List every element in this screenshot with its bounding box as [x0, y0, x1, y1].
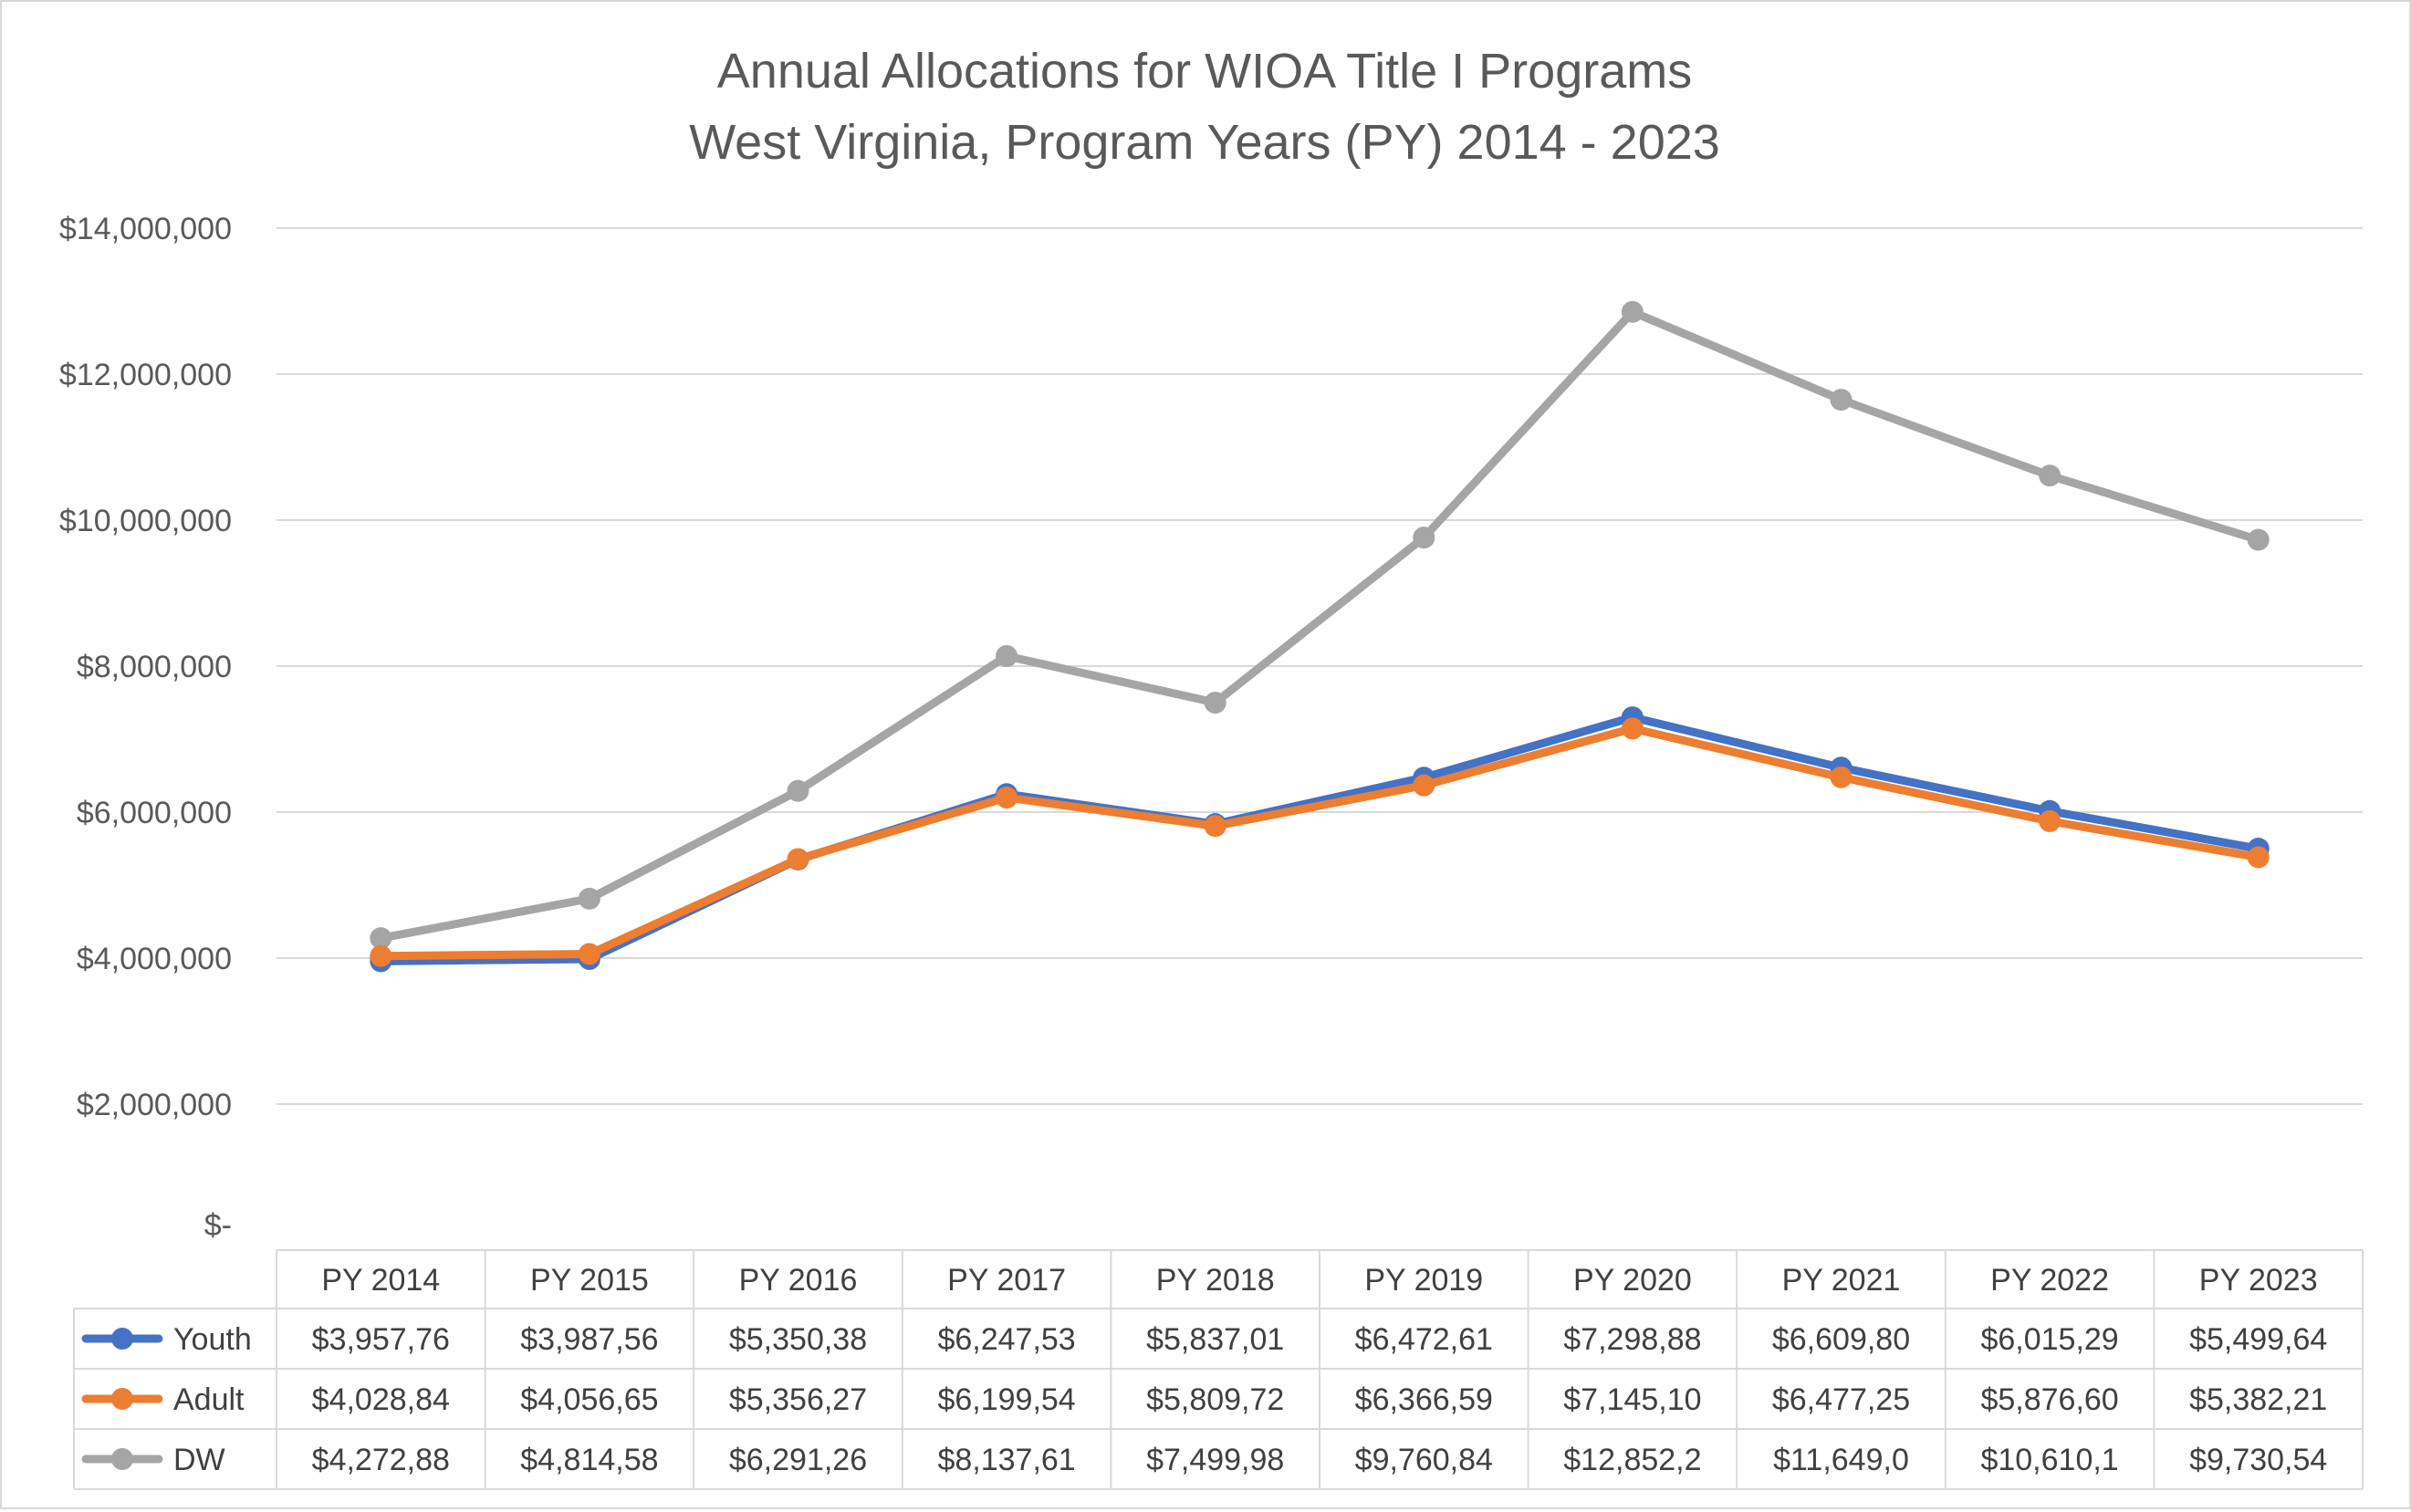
table-value-cell: $4,272,88	[312, 1443, 450, 1477]
table-value-cell: $6,291,26	[729, 1443, 867, 1477]
data-point-adult	[1621, 717, 1644, 740]
chart-title: Annual Allocations for WIOA Title I Prog…	[717, 44, 1692, 99]
gridlines	[277, 227, 2363, 1105]
data-point-dw	[2247, 528, 2270, 551]
legend-label: DW	[173, 1443, 225, 1477]
y-axis-tick-labels: $- $2,000,000 $4,000,000 $6,000,000 $8,000,0…	[59, 212, 232, 1243]
table-header-cell: PY 2021	[1782, 1263, 1901, 1298]
table-value-cell: $5,809,72	[1146, 1382, 1284, 1417]
table-value-cell: $10,610,1	[1980, 1443, 2118, 1477]
legend-label: Youth	[173, 1322, 252, 1357]
table-value-cell: $6,247,53	[937, 1322, 1075, 1357]
table-header-cell: PY 2018	[1156, 1263, 1275, 1298]
table-header-cell: PY 2017	[947, 1263, 1066, 1298]
table-value-cell: $5,499,64	[2189, 1322, 2327, 1357]
table-value-cell: $6,609,80	[1772, 1322, 1910, 1357]
table-value-cell: $11,649,0	[1773, 1443, 1909, 1477]
table-value-cell: $5,876,60	[1980, 1382, 2118, 1417]
table-value-cell: $7,499,98	[1146, 1443, 1284, 1477]
table-value-cell: $4,028,84	[312, 1382, 450, 1417]
data-point-dw	[1830, 389, 1853, 412]
data-point-dw	[1413, 527, 1435, 549]
table-value-cell: $6,366,59	[1355, 1382, 1493, 1417]
data-point-adult	[578, 943, 600, 965]
data-point-adult	[787, 848, 809, 871]
table-value-cell: $5,350,38	[729, 1322, 867, 1357]
table-value-cell: $9,760,84	[1355, 1443, 1493, 1477]
table-value-cell: $5,382,21	[2189, 1382, 2327, 1417]
table-value-cell: $5,837,01	[1146, 1322, 1284, 1357]
data-point-adult	[2039, 809, 2061, 832]
table-value-cell: $5,356,27	[729, 1382, 867, 1417]
table-value-cell: $3,987,56	[520, 1322, 658, 1357]
data-point-adult	[996, 787, 1018, 809]
series-lines	[370, 300, 2270, 973]
table-value-cell: $7,298,88	[1563, 1322, 1701, 1357]
y-tick-label: $14,000,000	[59, 212, 232, 246]
table-value-cell: $6,015,29	[1980, 1322, 2118, 1357]
data-point-adult	[1204, 815, 1226, 838]
chart-subtitle: West Virginia, Program Years (PY) 2014 -…	[689, 115, 1720, 170]
data-table: PY 2014 PY 2015 PY 2016 PY 2017 PY 2018 PY 20…	[73, 1249, 2364, 1490]
data-point-dw	[1204, 692, 1226, 714]
data-point-dw	[787, 779, 809, 802]
data-point-adult	[1830, 766, 1853, 788]
series-line-dw	[376, 308, 2263, 943]
y-tick-label: $8,000,000	[77, 650, 232, 684]
table-header-cell: PY 2022	[1990, 1263, 2109, 1298]
y-tick-label: $-	[204, 1208, 232, 1243]
table-value-cell: $7,145,10	[1563, 1382, 1701, 1417]
data-point-dw	[578, 887, 600, 910]
table-value-cell: $9,730,54	[2189, 1443, 2327, 1477]
data-point-dw	[370, 927, 392, 950]
table-value-cell: $4,814,58	[520, 1443, 658, 1477]
table-value-cell: $8,137,61	[937, 1443, 1075, 1477]
table-header-cell: PY 2014	[321, 1263, 440, 1298]
data-point-adult	[370, 944, 392, 967]
table-header-cell: PY 2016	[739, 1263, 858, 1298]
table-value-cell: $6,477,25	[1772, 1382, 1910, 1417]
legend-key-marker	[111, 1388, 133, 1410]
data-point-dw	[2039, 464, 2061, 487]
legend-key-marker	[111, 1448, 133, 1470]
table-value-cell: $6,472,61	[1355, 1322, 1493, 1357]
data-point-adult	[2247, 846, 2270, 869]
table-value-cell: $12,852,2	[1563, 1443, 1701, 1477]
chart-title-group: Annual Allocations for WIOA Title I Prog…	[689, 44, 1720, 170]
table-header-cell: PY 2015	[530, 1263, 649, 1298]
legend-label: Adult	[173, 1382, 245, 1417]
table-header-cell: PY 2019	[1364, 1263, 1483, 1298]
data-point-dw	[996, 644, 1018, 667]
y-tick-label: $12,000,000	[59, 358, 232, 392]
y-tick-label: $4,000,000	[77, 942, 232, 976]
y-tick-label: $10,000,000	[59, 504, 232, 538]
table-value-cell: $6,199,54	[937, 1382, 1075, 1417]
table-header-cell: PY 2020	[1573, 1263, 1692, 1298]
table-header-cell: PY 2023	[2199, 1263, 2318, 1298]
table-value-cell: $3,957,76	[312, 1322, 450, 1357]
y-tick-label: $6,000,000	[77, 796, 232, 830]
data-point-dw	[1621, 300, 1644, 323]
legend-key-marker	[111, 1328, 133, 1350]
y-tick-label: $2,000,000	[77, 1088, 232, 1122]
data-point-adult	[1413, 774, 1435, 797]
table-value-cell: $4,056,65	[520, 1382, 658, 1417]
series-line-adult	[376, 724, 2263, 961]
